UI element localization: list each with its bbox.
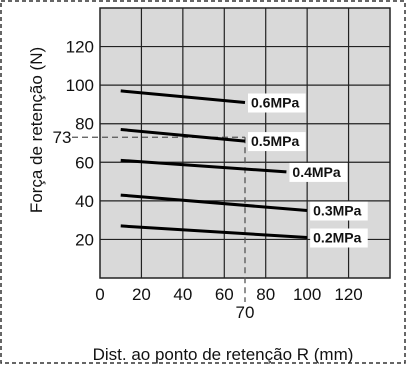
series-label-bg	[248, 93, 306, 113]
series-line	[120, 128, 246, 143]
x-tick-label: 120	[334, 285, 362, 304]
y-axis-title: Força de retenção (N)	[27, 47, 46, 213]
series-label-bg	[310, 228, 368, 248]
series-label: 0.3MPa	[313, 203, 361, 219]
x-tick-label: 40	[173, 285, 192, 304]
series-label: 0.5MPa	[251, 133, 299, 149]
y-tick-label: 80	[75, 115, 94, 134]
y-tick-label: 40	[75, 192, 94, 211]
x-tick-label: 20	[132, 285, 151, 304]
series-line	[120, 89, 246, 104]
x-axis-title: Dist. ao ponto de retenção R (mm)	[93, 345, 354, 364]
y-tick-label: 20	[75, 230, 94, 249]
reference-y-label: 73	[53, 128, 72, 147]
reference-x-label: 70	[236, 303, 255, 322]
series-lines: 0.6MPa 0.5MPa 0.4MPa 0.3MPa 0.2MPa	[120, 89, 368, 248]
series-label: 0.2MPa	[313, 230, 361, 246]
y-tick-label: 100	[66, 76, 94, 95]
series-label: 0.4MPa	[292, 164, 340, 180]
x-tick-label: 80	[256, 285, 275, 304]
x-tick-label: 60	[215, 285, 234, 304]
series-label: 0.6MPa	[251, 95, 299, 111]
tick-labels: 0 20 40 60 80 100 120 20 40 60 80 100 120	[66, 38, 363, 304]
series-label-bg	[289, 162, 348, 182]
x-tick-label: 0	[95, 285, 104, 304]
series-line	[120, 158, 287, 174]
series-line	[120, 224, 308, 239]
y-tick-label: 120	[66, 38, 94, 57]
series-label-bg	[310, 201, 368, 221]
y-tick-label: 60	[75, 153, 94, 172]
x-tick-label: 100	[293, 285, 321, 304]
series-line	[120, 193, 308, 212]
series-label-bg	[248, 132, 306, 152]
